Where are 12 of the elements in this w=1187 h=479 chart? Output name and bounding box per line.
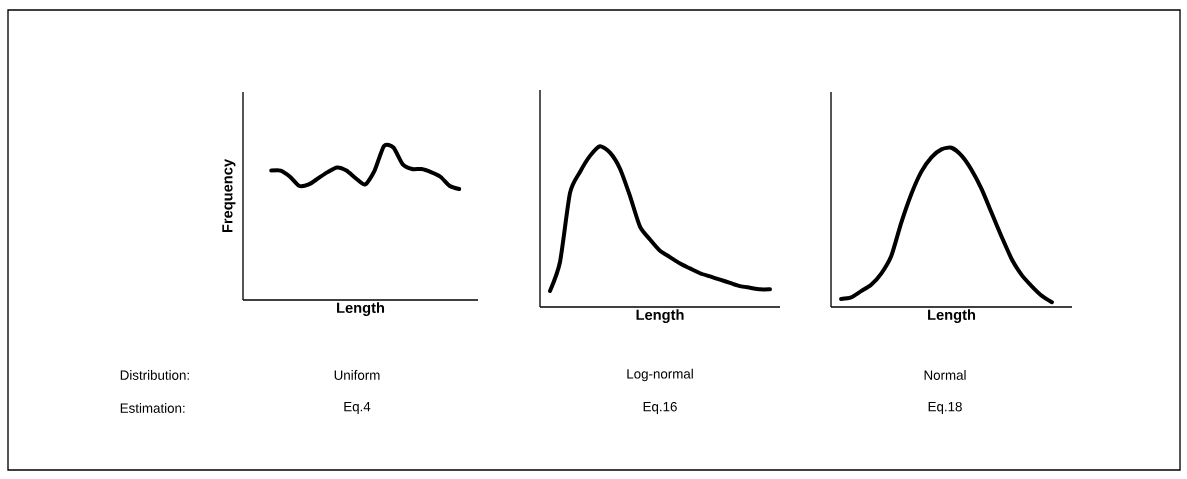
x-axis-title: Length xyxy=(928,309,976,323)
y-axis-title: Frequency xyxy=(222,159,236,233)
x-axis-title: Length xyxy=(636,309,684,323)
text: Eq.16 xyxy=(643,401,677,415)
text: Estimation: xyxy=(120,403,185,413)
x-axis-title: Length xyxy=(337,302,385,316)
text: Log-normal xyxy=(627,368,693,382)
text: Eq.18 xyxy=(928,401,962,415)
text: Uniform xyxy=(334,370,380,380)
text: Distribution: xyxy=(120,370,189,380)
text: Normal xyxy=(924,370,966,380)
text: Eq.4 xyxy=(344,402,371,414)
